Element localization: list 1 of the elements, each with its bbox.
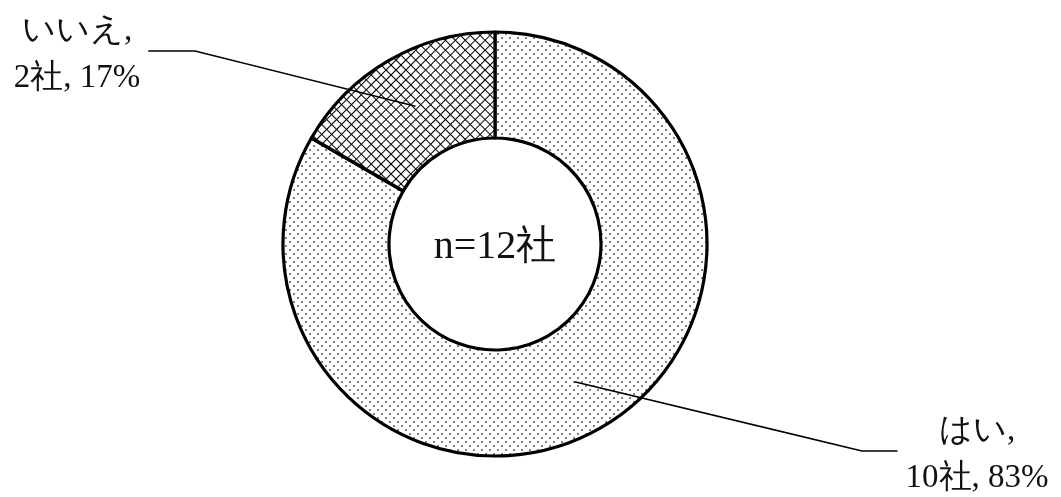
text: n=12社 bbox=[433, 222, 557, 267]
